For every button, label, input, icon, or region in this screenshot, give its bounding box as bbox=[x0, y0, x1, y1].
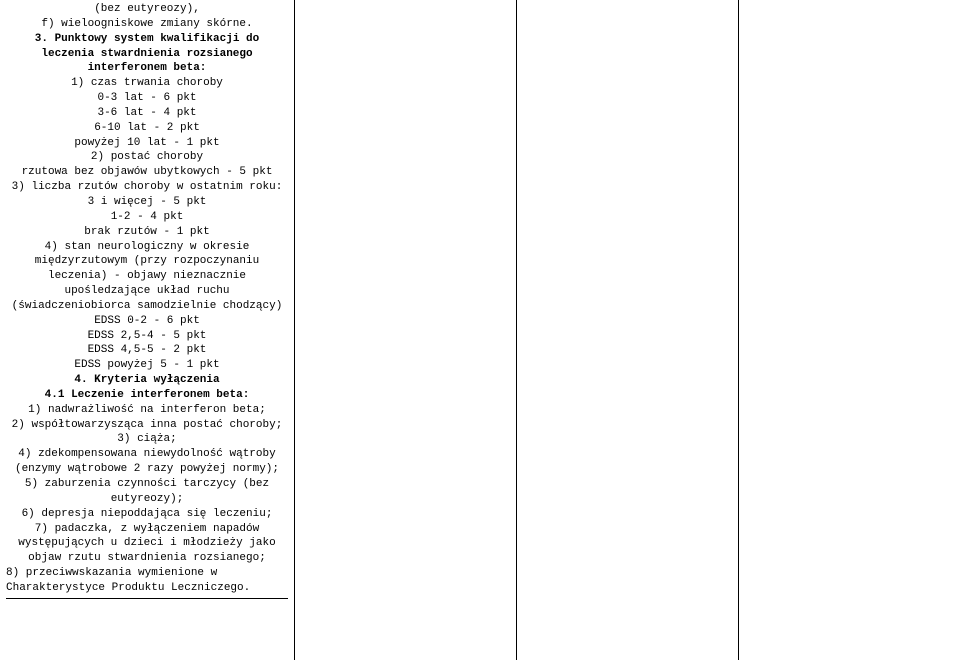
text-line: 3-6 lat - 4 pkt bbox=[6, 106, 288, 121]
text-line: 6) depresja niepoddająca się leczeniu; bbox=[6, 507, 288, 522]
text-line: 3) ciąża; bbox=[6, 432, 288, 447]
text-line: 1) czas trwania choroby bbox=[6, 76, 288, 91]
text-line: powyżej 10 lat - 1 pkt bbox=[6, 136, 288, 151]
text-line: 8) przeciwwskazania wymienione w Charakt… bbox=[6, 566, 288, 596]
text-line: 2) postać choroby bbox=[6, 150, 288, 165]
text-line: EDSS 2,5-4 - 5 pkt bbox=[6, 329, 288, 344]
text-line: 7) padaczka, z wyłączeniem napadów wystę… bbox=[6, 522, 288, 567]
heading: 3. Punktowy system kwalifikacji do lecze… bbox=[6, 32, 288, 77]
divider bbox=[6, 598, 288, 599]
column-2 bbox=[295, 0, 517, 660]
text-line: 5) zaburzenia czynności tarczycy (bez eu… bbox=[6, 477, 288, 507]
text-line: 3 i więcej - 5 pkt bbox=[6, 195, 288, 210]
text-line: f) wieloogniskowe zmiany skórne. bbox=[6, 17, 288, 32]
text-line: 2) współtowarzysząca inna postać choroby… bbox=[6, 418, 288, 433]
page-container: (bez eutyreozy), f) wieloogniskowe zmian… bbox=[0, 0, 960, 660]
column-3 bbox=[517, 0, 739, 660]
text-line: 1) nadwrażliwość na interferon beta; bbox=[6, 403, 288, 418]
text-line: 0-3 lat - 6 pkt bbox=[6, 91, 288, 106]
heading: 4. Kryteria wyłączenia bbox=[6, 373, 288, 388]
text-line: EDSS 4,5-5 - 2 pkt bbox=[6, 343, 288, 358]
text-line: 6-10 lat - 2 pkt bbox=[6, 121, 288, 136]
text-line: (bez eutyreozy), bbox=[6, 2, 288, 17]
text-line: rzutowa bez objawów ubytkowych - 5 pkt bbox=[6, 165, 288, 180]
column-1: (bez eutyreozy), f) wieloogniskowe zmian… bbox=[0, 0, 295, 660]
text-line: 3) liczba rzutów choroby w ostatnim roku… bbox=[6, 180, 288, 195]
column-4 bbox=[739, 0, 960, 660]
text-line: 4) stan neurologiczny w okresie międzyrz… bbox=[6, 240, 288, 314]
text-line: EDSS powyżej 5 - 1 pkt bbox=[6, 358, 288, 373]
text-line: brak rzutów - 1 pkt bbox=[6, 225, 288, 240]
text-line: 1-2 - 4 pkt bbox=[6, 210, 288, 225]
heading: 4.1 Leczenie interferonem beta: bbox=[6, 388, 288, 403]
text-line: 4) zdekompensowana niewydolność wątroby … bbox=[6, 447, 288, 477]
text-line: EDSS 0-2 - 6 pkt bbox=[6, 314, 288, 329]
